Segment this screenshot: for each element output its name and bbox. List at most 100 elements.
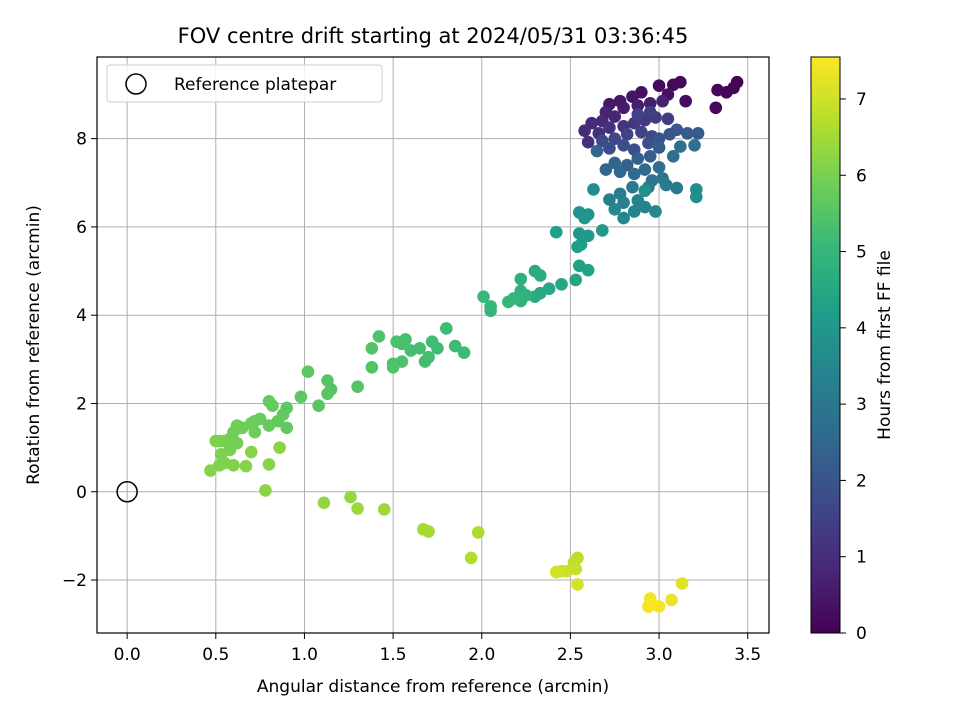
data-point: [688, 138, 701, 152]
data-point: [635, 125, 648, 139]
colorbar-tick-label: 3: [856, 395, 867, 415]
data-point: [679, 94, 692, 108]
legend-box: [106, 64, 383, 103]
data-point: [351, 380, 364, 394]
x-tick-label: 0.0: [114, 645, 141, 665]
data-point: [603, 121, 616, 134]
data-point: [418, 355, 432, 368]
data-point: [608, 202, 622, 216]
data-point: [659, 178, 673, 192]
data-point: [652, 79, 666, 92]
colorbar-tick-label: 6: [856, 166, 867, 186]
data-point: [484, 304, 497, 318]
data-point: [603, 142, 616, 155]
data-point: [457, 346, 471, 360]
x-tick-label: 3.5: [734, 645, 761, 665]
data-point: [581, 135, 595, 149]
data-point: [317, 496, 331, 510]
data-point: [649, 205, 662, 218]
data-point: [691, 127, 705, 140]
data-point: [711, 83, 724, 97]
data-points: [204, 75, 744, 613]
data-point: [656, 94, 669, 108]
data-point: [262, 458, 276, 471]
data-point: [638, 184, 652, 198]
data-point: [642, 136, 655, 150]
data-point: [626, 180, 639, 194]
data-point: [351, 502, 364, 515]
data-point: [652, 132, 666, 145]
data-point: [643, 97, 657, 110]
data-point: [464, 551, 478, 565]
data-point: [239, 459, 253, 473]
colorbar-tick-label: 4: [856, 319, 867, 339]
data-point: [599, 163, 613, 176]
data-point: [344, 490, 357, 504]
data-point: [581, 229, 595, 243]
data-point: [617, 138, 630, 152]
data-point: [617, 211, 630, 225]
y-tick-label: 6: [76, 218, 87, 238]
legend-label: Reference platepar: [174, 75, 336, 95]
data-point: [571, 240, 584, 254]
data-point: [549, 565, 563, 579]
data-point: [377, 503, 391, 516]
data-point: [608, 110, 622, 123]
data-point: [321, 374, 334, 387]
data-point: [675, 577, 689, 590]
data-point: [670, 181, 684, 195]
x-tick-label: 2.5: [557, 645, 584, 665]
data-point: [631, 99, 645, 112]
y-tick-label: 8: [76, 130, 87, 150]
data-point: [365, 360, 379, 374]
y-tick-label: 4: [76, 306, 87, 326]
data-point: [645, 598, 659, 611]
data-point: [312, 399, 325, 412]
data-point: [422, 525, 435, 538]
data-point: [477, 290, 490, 303]
x-tick-label: 2.0: [468, 645, 495, 665]
data-point: [631, 152, 645, 165]
data-point: [262, 419, 276, 432]
data-point: [294, 390, 308, 404]
data-point: [596, 224, 609, 237]
data-point: [533, 269, 547, 282]
colorbar-frame: [810, 56, 841, 634]
data-point: [390, 335, 403, 348]
y-tick-label: −2: [62, 571, 87, 591]
data-point: [386, 360, 400, 374]
data-point: [627, 167, 641, 181]
data-point: [603, 193, 616, 206]
colorbar-tick-label: 1: [856, 548, 867, 568]
x-tick-label: 1.0: [291, 645, 318, 665]
data-point: [670, 123, 684, 137]
data-point: [620, 127, 634, 141]
data-point: [674, 140, 687, 153]
data-point: [578, 211, 591, 225]
data-point: [661, 112, 675, 126]
data-point: [613, 165, 627, 179]
data-point: [608, 132, 622, 145]
x-axis: 0.0 0.5 1.0 1.5 2.0 2.5 3.0 3.5: [114, 633, 761, 665]
data-point: [244, 445, 258, 459]
y-tick-label: 0: [76, 483, 87, 503]
x-tick-label: 0.5: [202, 645, 229, 665]
data-point: [321, 387, 334, 401]
x-tick-label: 1.5: [380, 645, 407, 665]
colorbar-tick-label: 7: [856, 90, 867, 110]
x-axis-label: Angular distance from reference (arcmin): [257, 677, 609, 697]
data-point: [502, 295, 515, 309]
data-point: [259, 484, 272, 497]
legend-marker: [125, 73, 147, 95]
data-point: [666, 150, 680, 163]
colorbar-tick-label: 0: [856, 624, 867, 644]
data-point: [555, 278, 568, 291]
data-point: [587, 183, 600, 196]
x-tick-label: 3.0: [646, 645, 673, 665]
y-tick-label: 2: [76, 394, 87, 414]
legend: Reference platepar: [106, 64, 383, 103]
colorbar-gradient: [811, 57, 840, 633]
reference-point-marker: [116, 481, 138, 503]
data-point: [681, 127, 694, 140]
data-point: [652, 161, 666, 174]
